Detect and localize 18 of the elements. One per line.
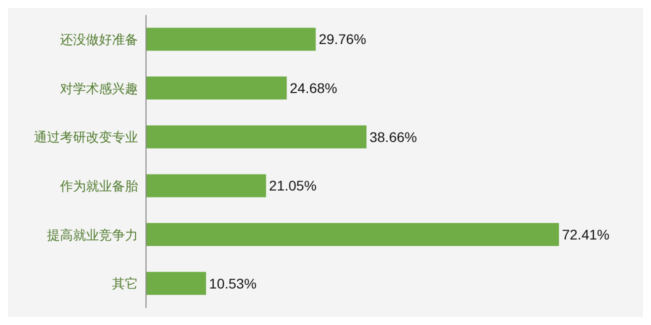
- data-label: 21.05%: [269, 178, 317, 194]
- y-tick-label: 提高就业竞争力: [47, 227, 138, 244]
- y-tick-label: 对学术感兴趣: [60, 82, 138, 97]
- bar: [146, 125, 366, 148]
- bar: [146, 174, 266, 198]
- bar: [146, 76, 287, 100]
- y-tick-label: 作为就业备胎: [59, 180, 138, 195]
- data-label: 72.41%: [562, 226, 610, 242]
- data-label: 38.66%: [369, 128, 417, 145]
- data-label: 10.53%: [209, 275, 257, 292]
- bar: [146, 272, 206, 295]
- y-tick-label: 其它: [112, 276, 138, 292]
- bar: [146, 223, 559, 246]
- data-label: 24.68%: [290, 80, 338, 96]
- y-tick-label: 通过考研改变专业: [34, 130, 138, 146]
- data-label: 29.76%: [318, 31, 366, 48]
- bar: [146, 28, 316, 51]
- y-tick-label: 还没做好准备: [60, 33, 138, 48]
